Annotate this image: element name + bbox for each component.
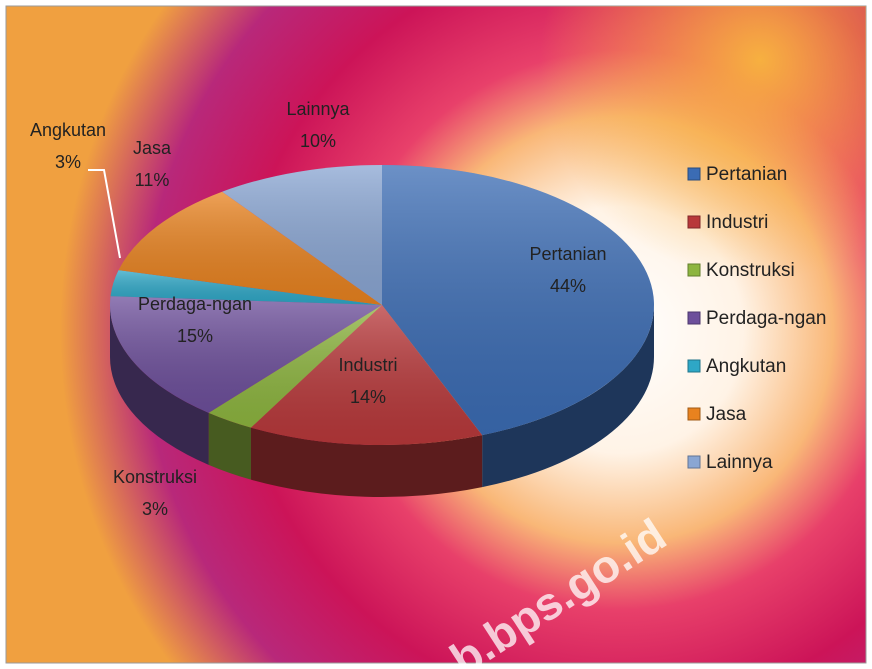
- legend: Pertanian Industri Konstruksi Perdaga-ngan A…: [687, 164, 826, 473]
- legend-swatch: [687, 167, 701, 181]
- leader-line: [88, 169, 121, 259]
- slice-shade: [222, 165, 382, 305]
- slice-side: [110, 305, 209, 465]
- slice-shade: [382, 165, 655, 436]
- data-label-name: Angkutan: [30, 120, 106, 140]
- data-label-name: Industri: [338, 355, 397, 375]
- legend-label: Konstruksi: [706, 260, 795, 281]
- legend-swatch: [687, 215, 701, 229]
- legend-swatch: [687, 263, 701, 277]
- data-label-value: 3%: [142, 499, 168, 519]
- data-label-value: 15%: [177, 326, 213, 346]
- slice-shade: [208, 305, 382, 428]
- slice-shade: [250, 305, 483, 445]
- slice-side: [208, 412, 251, 480]
- pie: [109, 165, 655, 497]
- data-label-name: Konstruksi: [113, 467, 197, 487]
- legend-swatch: [687, 359, 701, 373]
- legend-label: Perdaga-ngan: [706, 308, 826, 329]
- data-label-name: Lainnya: [286, 99, 350, 119]
- data-label-name: Jasa: [133, 138, 172, 158]
- legend-label: Pertanian: [706, 164, 787, 185]
- data-label-name: Pertanian: [529, 244, 606, 264]
- legend-label: Lainnya: [706, 452, 773, 473]
- data-label-name: Perdaga-ngan: [138, 294, 252, 314]
- data-label-value: 11%: [135, 170, 170, 190]
- data-label-value: 14%: [350, 387, 386, 407]
- data-label-value: 10%: [300, 131, 336, 151]
- slice-shade: [109, 296, 382, 413]
- slice-side: [482, 305, 654, 488]
- legend-swatch: [687, 311, 701, 325]
- slice-shade: [118, 191, 382, 305]
- legend-swatch: [687, 407, 701, 421]
- legend-label: Jasa: [706, 404, 747, 425]
- legend-label: Angkutan: [706, 356, 786, 377]
- labels: Pertanian 44% Industri 14% Konstruksi 3% Perda…: [30, 99, 607, 519]
- slice-shade: [110, 270, 382, 305]
- legend-label: Industri: [706, 212, 768, 233]
- data-label-value: 3%: [55, 152, 81, 172]
- data-label-value: 44%: [550, 276, 586, 296]
- slice-side: [250, 427, 483, 497]
- legend-swatch: [687, 455, 701, 469]
